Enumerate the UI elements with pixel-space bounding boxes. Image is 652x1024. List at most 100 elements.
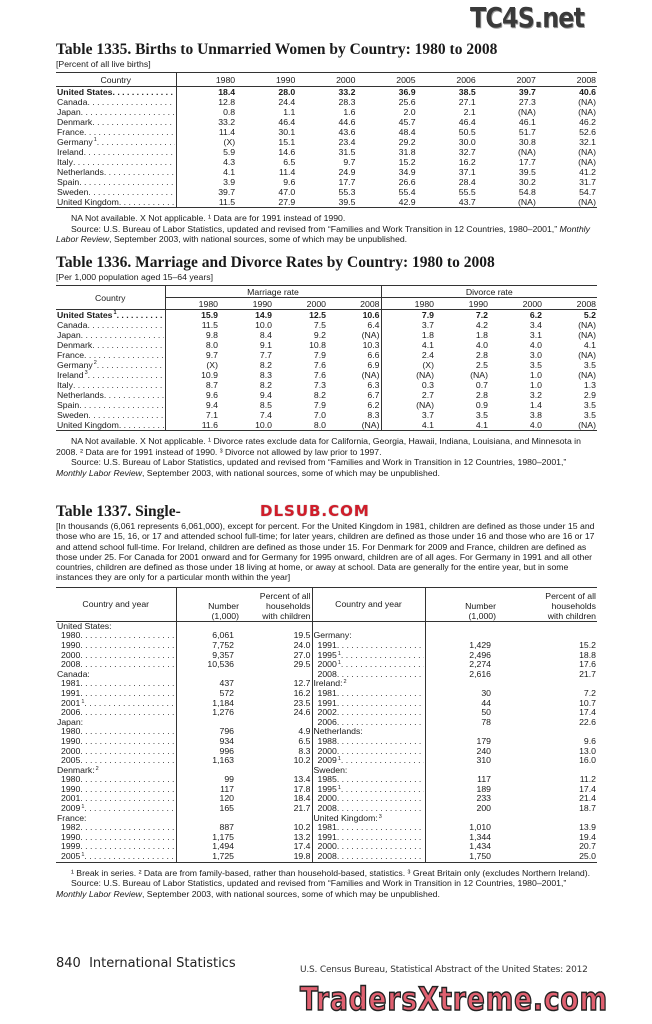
country-year-cell: 1980 [56,775,177,785]
value-cell: 23.4 [338,137,356,147]
row-label: 1988 [317,736,337,746]
percent-cell: 17.4 [240,842,313,853]
percent-cell: 24.6 [240,708,313,718]
row-label: Denmark [57,117,93,127]
dot-leader [337,833,424,843]
page-footer-title: 840 International Statistics [56,956,236,971]
year-label: 1995 1 [314,785,424,795]
dot-leader [80,794,174,804]
value-cell: 4.1 [381,420,435,431]
value-cell: 8.0 [205,340,218,350]
country-cell: United States [56,86,177,97]
value-cell: 55.3 [338,187,356,197]
country-name: United Kingdom: [313,813,378,823]
row-label: Denmark [57,340,93,350]
number-cell [176,814,240,824]
country-year-cell: 1990 [56,832,177,843]
number-cell [176,621,240,631]
row-label: 2008 [317,804,337,814]
year-header: 2000 [489,297,543,310]
source-text-end: , September 2003, with national sources,… [141,467,440,478]
source-text-end: , September 2003, with national sources,… [109,234,408,244]
row-label: United States [57,87,113,97]
year-label: 1980 [57,631,175,641]
country-year-cell: 1995 1 [312,650,426,661]
value-cell: 4.1 [435,420,489,431]
year-label: 2000 [314,794,424,804]
value-cell: 0.8 [223,107,236,117]
country-year-cell: 1990 [56,736,177,747]
value-cell: 48.4 [398,127,416,137]
country-name: Germany 2 [57,360,164,370]
dot-leader [84,147,175,157]
value-cell: (NA) [578,320,596,330]
number-cell: 117 [477,775,491,785]
year-header: 2008 [327,297,382,310]
year-label: 1980 [57,775,175,785]
table-row: 1982 887 10.2 1981 1,010 13.9 [56,823,597,833]
number-cell: 99 [224,775,234,785]
value-cell: 45.7 [398,117,416,127]
country-cell: Canada [56,97,177,107]
row-label: 2009 [317,756,337,766]
percent-cell [240,717,313,728]
value-cell: 31.7 [579,177,596,187]
value-cell: 4.3 [223,157,236,167]
percent-cell: 21.7 [579,669,596,679]
footnote-marker: 3 [84,370,88,376]
percent-cell [240,765,313,776]
value-cell: 9.2 [313,330,326,340]
single-parent-table: Country and year Number (1,000) Percent o… [56,586,597,863]
source-note: Source: U.S. Bureau of Labor Statistics,… [56,224,597,245]
table-row: Japan9.88.49.2(NA)1.81.83.1(NA) [56,330,597,340]
dot-leader [80,785,174,795]
dot-leader [337,747,424,757]
country-year-cell: 1999 [56,842,177,853]
value-cell: 1.1 [283,107,296,117]
country-name: United States [57,87,175,97]
year-label: 1981 [314,689,424,699]
number-cell: 1,276 [212,708,234,718]
country-year-cell: 2009 1 [56,804,177,814]
value-cell: 10.0 [255,320,272,330]
number-cell: 1,429 [469,640,491,650]
row-label: 2005 [61,756,81,766]
row-label: France [57,350,85,360]
country-year-cell: 1980 [56,727,177,737]
value-cell: 3.5 [529,360,542,370]
source-journal: Monthly Labor Review [56,467,142,478]
country-year-cell: 1991 [312,832,426,843]
percent-cell: 25.0 [497,852,597,863]
value-cell: 8.2 [259,380,272,390]
value-cell: 6.6 [327,350,382,360]
percent-label-2: households [551,600,596,611]
value-cell: 2.8 [475,390,488,400]
value-cell: 26.6 [398,177,416,187]
value-cell: 9.4 [205,400,218,410]
year-label: 2000 [57,651,175,661]
year-header: 2007 [476,72,537,87]
row-label: 2008 [61,660,81,670]
year-label: 1985 [314,775,424,785]
number-cell: 887 [219,823,235,833]
value-cell: 1.8 [475,330,488,340]
country-name: Netherlands [57,167,175,177]
table-subtitle: [Per 1,000 population aged 15–64 years] [56,272,213,282]
footnote-marker: 2 [93,360,97,366]
page-footer-publication: U.S. Census Bureau, Statistical Abstract… [300,965,588,975]
value-cell: 37.1 [458,167,476,177]
country-name: Japan [57,107,175,117]
value-cell: 30.8 [518,137,536,147]
year-label: 2008 [314,852,424,861]
row-label: 1991 [61,688,81,698]
dot-leader [119,197,175,207]
year-header: 2005 [356,72,417,87]
year-header: 2006 [416,72,477,87]
value-cell: 15.1 [278,137,296,147]
dot-leader [104,167,175,177]
row-label: United Kingdom [57,420,119,430]
row-label: United States [57,310,113,320]
